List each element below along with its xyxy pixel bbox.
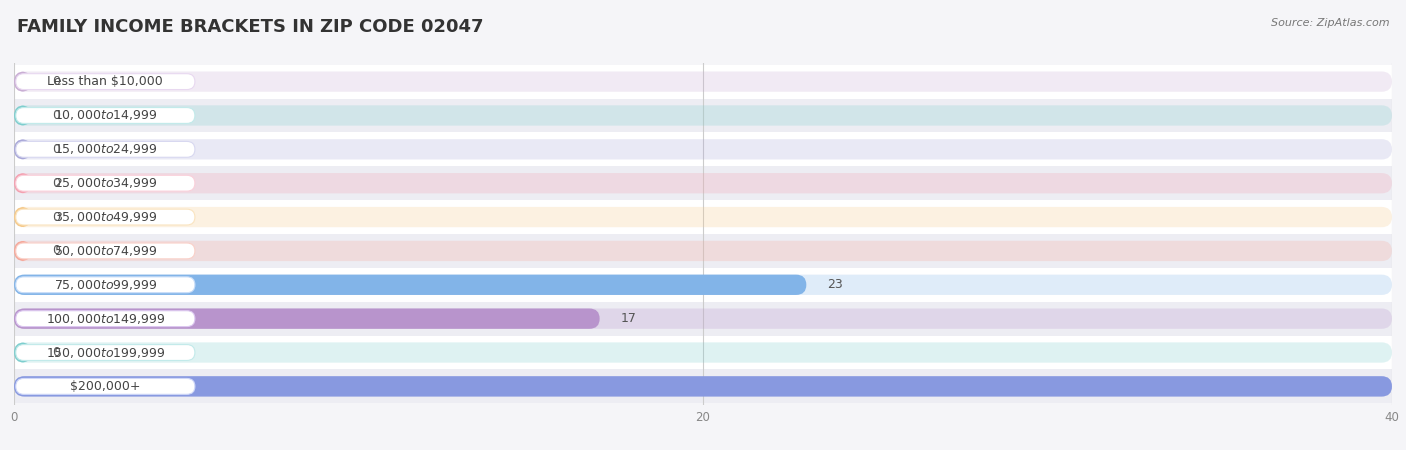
FancyBboxPatch shape [15,176,195,191]
Text: $25,000 to $34,999: $25,000 to $34,999 [53,176,157,190]
Text: FAMILY INCOME BRACKETS IN ZIP CODE 02047: FAMILY INCOME BRACKETS IN ZIP CODE 02047 [17,18,484,36]
FancyBboxPatch shape [14,72,1392,92]
Text: $100,000 to $149,999: $100,000 to $149,999 [45,312,165,326]
FancyBboxPatch shape [14,173,1392,194]
FancyBboxPatch shape [15,345,195,360]
Text: $75,000 to $99,999: $75,000 to $99,999 [53,278,157,292]
Bar [14,369,1392,403]
Text: 0: 0 [52,75,60,88]
FancyBboxPatch shape [14,207,1392,227]
FancyBboxPatch shape [15,209,195,225]
FancyBboxPatch shape [14,241,1392,261]
FancyBboxPatch shape [15,378,195,394]
FancyBboxPatch shape [14,376,1392,396]
Bar [14,268,1392,302]
Text: Source: ZipAtlas.com: Source: ZipAtlas.com [1271,18,1389,28]
FancyBboxPatch shape [14,342,1392,363]
FancyBboxPatch shape [14,309,1392,329]
FancyBboxPatch shape [15,74,195,90]
Text: $15,000 to $24,999: $15,000 to $24,999 [53,142,157,156]
FancyBboxPatch shape [15,277,195,292]
Bar [14,302,1392,336]
Text: 23: 23 [827,278,842,291]
FancyBboxPatch shape [15,243,195,259]
FancyBboxPatch shape [14,105,31,126]
FancyBboxPatch shape [15,311,195,327]
Bar [14,132,1392,166]
FancyBboxPatch shape [14,139,1392,159]
Bar [14,200,1392,234]
Text: 0: 0 [52,143,60,156]
Text: $150,000 to $199,999: $150,000 to $199,999 [45,346,165,360]
FancyBboxPatch shape [14,274,807,295]
Bar [14,99,1392,132]
FancyBboxPatch shape [14,105,1392,126]
Text: $10,000 to $14,999: $10,000 to $14,999 [53,108,157,122]
Text: 0: 0 [52,244,60,257]
FancyBboxPatch shape [14,309,599,329]
FancyBboxPatch shape [14,207,31,227]
Text: 17: 17 [620,312,636,325]
FancyBboxPatch shape [14,139,31,159]
Bar [14,65,1392,99]
FancyBboxPatch shape [14,342,31,363]
Text: 0: 0 [52,346,60,359]
Bar [14,166,1392,200]
Text: $200,000+: $200,000+ [70,380,141,393]
Text: 0: 0 [52,211,60,224]
FancyBboxPatch shape [15,141,195,157]
Bar [14,234,1392,268]
Text: Less than $10,000: Less than $10,000 [48,75,163,88]
FancyBboxPatch shape [14,376,1392,396]
FancyBboxPatch shape [14,72,31,92]
FancyBboxPatch shape [14,274,1392,295]
Bar [14,336,1392,369]
Text: 0: 0 [52,177,60,190]
FancyBboxPatch shape [14,241,31,261]
Text: $50,000 to $74,999: $50,000 to $74,999 [53,244,157,258]
Text: $35,000 to $49,999: $35,000 to $49,999 [53,210,157,224]
FancyBboxPatch shape [15,108,195,123]
FancyBboxPatch shape [14,173,31,194]
Text: 0: 0 [52,109,60,122]
